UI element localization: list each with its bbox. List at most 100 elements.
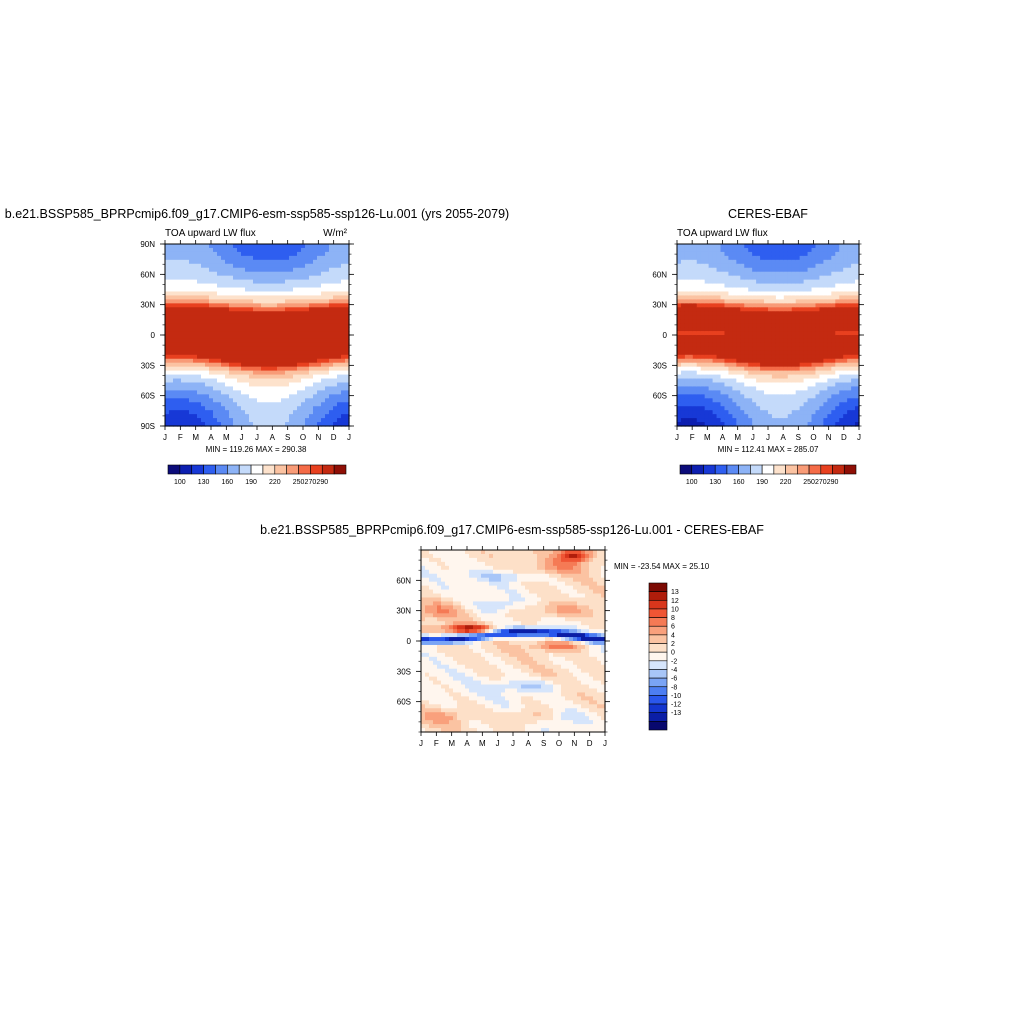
heatmap-cell — [823, 410, 828, 415]
heatmap-cell — [712, 283, 718, 289]
heatmap-cell — [189, 398, 194, 403]
heatmap-cell — [461, 577, 466, 583]
heatmap-cell — [293, 295, 298, 300]
heatmap-cell — [748, 283, 753, 289]
heatmap-cell — [237, 255, 242, 261]
heatmap-cell — [213, 247, 218, 253]
heatmap-cell — [752, 362, 757, 368]
heatmap-cell — [465, 550, 470, 555]
heatmap-cell — [787, 354, 793, 360]
heatmap-cell — [233, 362, 238, 368]
heatmap-cell — [425, 637, 430, 642]
heatmap-cell — [213, 358, 218, 364]
heatmap-cell — [201, 323, 206, 328]
heatmap-cell — [313, 358, 318, 364]
heatmap-cell — [277, 319, 282, 324]
heatmap-cell — [700, 259, 706, 265]
heatmap-cell — [752, 350, 757, 356]
heatmap-cell — [209, 267, 214, 273]
heatmap-cell — [249, 414, 254, 419]
heatmap-cell — [261, 422, 266, 427]
heatmap-cell — [181, 346, 186, 352]
heatmap-cell — [461, 565, 466, 571]
heatmap-cell — [317, 303, 322, 308]
heatmap-cell — [839, 263, 844, 269]
heatmap-cell — [293, 287, 298, 293]
heatmap-cell — [835, 251, 840, 257]
heatmap-cell — [815, 323, 821, 328]
heatmap-cell — [297, 315, 302, 320]
heatmap-cell — [775, 370, 781, 376]
heatmap-cell — [241, 350, 246, 356]
heatmap-cell — [779, 331, 785, 336]
heatmap-cell — [680, 374, 686, 380]
heatmap-cell — [445, 629, 450, 634]
heatmap-cell — [221, 323, 226, 328]
heatmap-cell — [744, 362, 749, 368]
heatmap-cell — [177, 295, 182, 300]
heatmap-cell — [309, 295, 314, 300]
heatmap-cell — [321, 315, 326, 320]
heatmap-cell — [819, 342, 824, 348]
x-tick-label: M — [734, 433, 741, 442]
heatmap-cell — [791, 422, 797, 427]
heatmap-cell — [297, 382, 302, 388]
heatmap-cell — [333, 323, 338, 328]
heatmap-cell — [205, 251, 210, 257]
heatmap-cell — [732, 299, 737, 304]
heatmap-cell — [297, 402, 302, 407]
heatmap-cell — [756, 346, 761, 352]
heatmap-cell — [297, 410, 302, 415]
heatmap-cell — [309, 350, 314, 356]
heatmap-cell — [169, 271, 174, 277]
heatmap-cell — [441, 609, 446, 614]
heatmap-cell — [185, 418, 190, 423]
heatmap-cell — [301, 287, 306, 293]
heatmap-cell — [433, 550, 438, 555]
heatmap-cell — [740, 362, 745, 368]
heatmap-cell — [273, 378, 278, 384]
heatmap-cell — [684, 263, 690, 269]
heatmap-cell — [756, 366, 761, 372]
heatmap-cell — [748, 319, 753, 324]
heatmap-cell — [843, 422, 848, 427]
heatmap-cell — [441, 716, 446, 721]
heatmap-cell — [736, 279, 741, 285]
heatmap-cell — [847, 291, 852, 297]
heatmap-cell — [815, 418, 821, 423]
heatmap-cell — [764, 315, 769, 320]
heatmap-cell — [213, 287, 218, 293]
heatmap-cell — [692, 259, 698, 265]
heatmap-cell — [181, 287, 186, 293]
heatmap-cell — [700, 303, 706, 308]
heatmap-cell — [213, 382, 218, 388]
heatmap-cell — [329, 319, 334, 324]
heatmap-cell — [177, 398, 182, 403]
x-tick-label: A — [208, 433, 214, 442]
heatmap-cell — [169, 279, 174, 285]
heatmap-cell — [815, 382, 821, 388]
heatmap-cell — [345, 418, 350, 423]
heatmap-cell — [720, 307, 726, 312]
heatmap-cell — [333, 394, 338, 399]
heatmap-cell — [213, 362, 218, 368]
heatmap-cell — [329, 287, 334, 293]
heatmap-cell — [787, 303, 793, 308]
heatmap-cell — [843, 331, 848, 336]
heatmap-cell — [345, 259, 350, 265]
heatmap-cell — [253, 267, 258, 273]
heatmap-cell — [229, 323, 234, 328]
heatmap-cell — [799, 303, 805, 308]
heatmap-cell — [851, 244, 856, 249]
heatmap-cell — [341, 271, 346, 277]
heatmap-cell — [325, 244, 330, 249]
heatmap-cell — [173, 251, 178, 257]
heatmap-cell — [811, 263, 817, 269]
heatmap-cell — [445, 597, 450, 603]
heatmap-cell — [441, 633, 446, 638]
heatmap-cell — [241, 335, 246, 340]
heatmap-cell — [201, 394, 206, 399]
heatmap-cell — [245, 358, 250, 364]
heatmap-cell — [421, 724, 426, 729]
y-tick-label: 0 — [663, 331, 668, 340]
